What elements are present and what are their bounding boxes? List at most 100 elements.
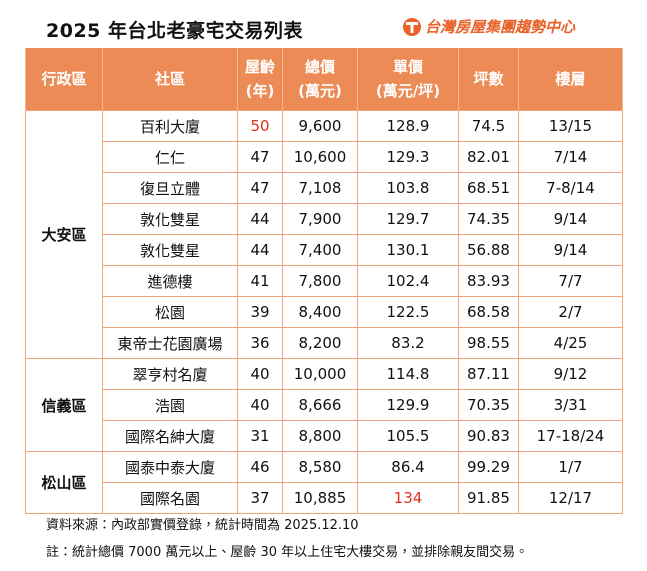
source-note: 資料來源：內政部實價登錄，統計時間為 2025.12.10	[46, 518, 359, 533]
cell: 翠亨村名廈	[102, 358, 238, 390]
cell: 44	[237, 203, 283, 235]
column-header-line: 屋齡	[244, 58, 275, 76]
cell: 134	[357, 482, 459, 514]
cell: 7/7	[518, 265, 623, 297]
table-row: 敦化雙星 44 7,400 130.1 56.88 9/14	[26, 234, 623, 266]
column-header: 屋齡 (年)	[237, 48, 283, 111]
cell: 10,885	[282, 482, 358, 514]
cell: 松園	[102, 296, 238, 328]
column-header-line: 坪數	[473, 70, 504, 88]
cell: 50	[237, 110, 283, 142]
cell: 98.55	[458, 327, 519, 359]
cell: 83.93	[458, 265, 519, 297]
column-header: 行政區	[25, 48, 103, 111]
cell: 31	[237, 420, 283, 452]
cell: 東帝士花園廣場	[102, 327, 238, 359]
column-header-line: 樓層	[555, 70, 586, 88]
brand-name: 台灣房屋集團趨勢中心	[425, 18, 576, 36]
cell: 百利大廈	[102, 110, 238, 142]
cell: 82.01	[458, 141, 519, 173]
table-row: 國際名紳大廈 31 8,800 105.5 90.83 17-18/24	[26, 420, 623, 452]
transaction-table: 行政區 社區 屋齡 (年) 總價 (萬元) 單價 (萬元/坪) 坪數 樓層 大安區 百利大廈 50 9,…	[25, 48, 623, 514]
column-header-line: (萬元/坪)	[375, 82, 441, 100]
cell: 47	[237, 141, 283, 173]
cell: 87.11	[458, 358, 519, 390]
table-row: 大安區 百利大廈 50 9,600 128.9 74.5 13/15	[25, 110, 623, 359]
cell: 進德樓	[102, 265, 238, 297]
cell: 122.5	[357, 296, 459, 328]
column-header-line: (年)	[245, 82, 275, 100]
table-row: 復旦立體 47 7,108 103.8 68.51 7-8/14	[26, 172, 623, 204]
brand-logo	[403, 17, 421, 36]
column-header-line: 總價	[304, 58, 335, 76]
cell: 敦化雙星	[102, 234, 238, 266]
cell: 3/31	[518, 389, 623, 421]
cell: 74.5	[458, 110, 519, 142]
cell: 105.5	[357, 420, 459, 452]
header-row: 行政區 社區 屋齡 (年) 總價 (萬元) 單價 (萬元/坪) 坪數 樓層	[25, 48, 623, 111]
cell: 國際名紳大廈	[102, 420, 238, 452]
cell: 17-18/24	[518, 420, 623, 452]
cell: 56.88	[458, 234, 519, 266]
cell: 37	[237, 482, 283, 514]
cell: 9/14	[518, 203, 623, 235]
table-row: 國際名園 37 10,885 134 91.85 12/17	[26, 482, 623, 514]
column-header-line: 社區	[154, 70, 185, 88]
column-header-line: 單價	[392, 58, 423, 76]
cell: 8,400	[282, 296, 358, 328]
cell: 40	[237, 358, 283, 390]
cell: 70.35	[458, 389, 519, 421]
cell: 7,108	[282, 172, 358, 204]
cell: 8,800	[282, 420, 358, 452]
cell: 13/15	[518, 110, 623, 142]
district: 松山區	[25, 451, 103, 514]
cell: 91.85	[458, 482, 519, 514]
district: 信義區	[25, 358, 103, 452]
title: 2025 年台北老豪宅交易列表	[46, 20, 303, 42]
cell: 68.51	[458, 172, 519, 204]
cell: 40	[237, 389, 283, 421]
cell: 浩園	[102, 389, 238, 421]
cell: 86.4	[357, 451, 459, 483]
cell: 復旦立體	[102, 172, 238, 204]
cell: 7,400	[282, 234, 358, 266]
table-row: 敦化雙星 44 7,900 129.7 74.35 9/14	[26, 203, 623, 235]
cell: 114.8	[357, 358, 459, 390]
column-header: 總價 (萬元)	[282, 48, 358, 111]
cell: 46	[237, 451, 283, 483]
cell: 8,200	[282, 327, 358, 359]
cell: 68.58	[458, 296, 519, 328]
cell: 39	[237, 296, 283, 328]
cell: 7,900	[282, 203, 358, 235]
cell: 44	[237, 234, 283, 266]
cell: 8,666	[282, 389, 358, 421]
cell: 129.3	[357, 141, 459, 173]
cell: 130.1	[357, 234, 459, 266]
cell: 129.7	[357, 203, 459, 235]
cell: 90.83	[458, 420, 519, 452]
cell: 12/17	[518, 482, 623, 514]
cell: 仁仁	[102, 141, 238, 173]
footnote: 註：統計總價 7000 萬元以上、屋齡 30 年以上住宅大樓交易，並排除親友間交…	[46, 545, 529, 560]
cell: 9/12	[518, 358, 623, 390]
cell: 103.8	[357, 172, 459, 204]
table-row: 進德樓 41 7,800 102.4 83.93 7/7	[26, 265, 623, 297]
table-row: 東帝士花園廣場 36 8,200 83.2 98.55 4/25	[26, 327, 623, 359]
cell: 4/25	[518, 327, 623, 359]
table-row: 松山區 國泰中泰大廈 46 8,580 86.4 99.29 1/7	[25, 451, 623, 514]
cell: 敦化雙星	[102, 203, 238, 235]
column-header: 樓層	[518, 48, 623, 111]
cell: 47	[237, 172, 283, 204]
cell: 7,800	[282, 265, 358, 297]
table-row: 仁仁 47 10,600 129.3 82.01 7/14	[26, 141, 623, 173]
column-header-line: 行政區	[41, 70, 87, 88]
cell: 2/7	[518, 296, 623, 328]
column-header: 單價 (萬元/坪)	[357, 48, 459, 111]
cell: 99.29	[458, 451, 519, 483]
brand: 台灣房屋集團趨勢中心	[402, 16, 575, 37]
cell: 7-8/14	[518, 172, 623, 204]
district: 大安區	[25, 110, 103, 359]
cell: 36	[237, 327, 283, 359]
cell: 83.2	[357, 327, 459, 359]
